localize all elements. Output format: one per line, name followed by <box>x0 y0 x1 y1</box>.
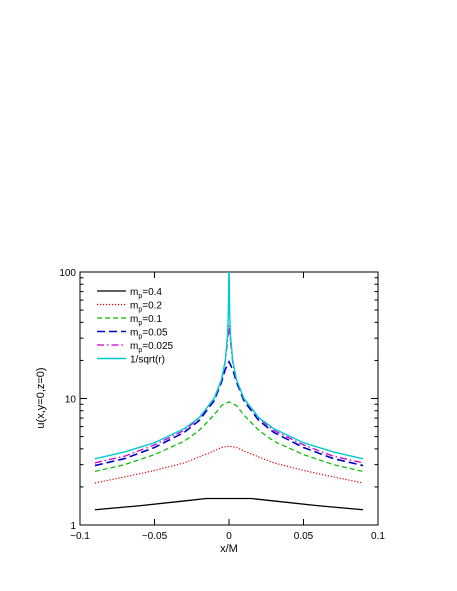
series-line-m_p=0.4 <box>94 497 364 511</box>
y-tick-label: 10 <box>65 395 77 406</box>
x-tick-label: −0.05 <box>142 531 168 542</box>
series-line-1/sqrt(r)-left <box>94 272 230 460</box>
axis-ticks: −0.1 −0.05 0 0.05 0.1 1 10 100 <box>59 268 385 542</box>
legend-label-m_p=0.4: mp=0.4 <box>130 287 162 300</box>
legend: mp=0.4mp=0.2mp=0.1mp=0.05mp=0.0251/sqrt(… <box>97 287 174 366</box>
x-axis-label: x/M <box>220 543 238 555</box>
series-line-m_p=0.1 <box>94 401 364 473</box>
x-tick-label: 0.1 <box>371 531 385 542</box>
legend-label-m_p=0.025: mp=0.025 <box>130 341 174 354</box>
series-line-1/sqrt(r)-right <box>228 272 364 460</box>
series-group <box>94 272 364 511</box>
x-tick-label: 0.05 <box>294 531 314 542</box>
legend-label-m_p=0.1: mp=0.1 <box>130 314 162 327</box>
legend-label-1/sqrt(r): 1/sqrt(r) <box>130 355 165 366</box>
series-line-m_p=0.05 <box>94 360 364 467</box>
series-line-m_p=0.025 <box>94 325 364 464</box>
x-tick-label: 0 <box>226 531 232 542</box>
series-line-m_p=0.2 <box>94 445 364 484</box>
legend-label-m_p=0.2: mp=0.2 <box>130 301 162 314</box>
y-tick-label: 100 <box>59 268 76 279</box>
x-tick-label: −0.1 <box>70 531 90 542</box>
y-axis-label: u(x,y=0,z=0) <box>35 367 47 428</box>
y-tick-label: 1 <box>70 521 76 532</box>
legend-label-m_p=0.05: mp=0.05 <box>130 328 168 341</box>
